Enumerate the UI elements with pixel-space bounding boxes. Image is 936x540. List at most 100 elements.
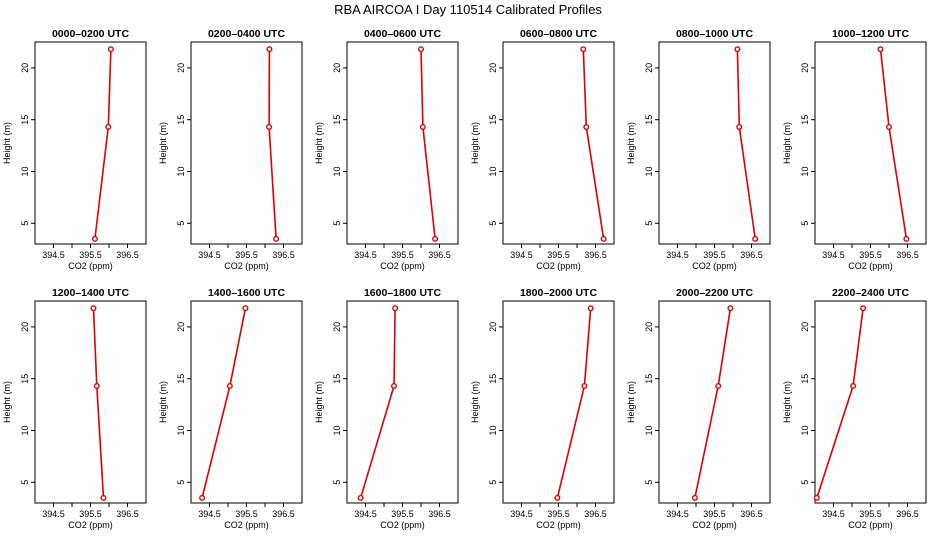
x-tick-label: 395.5 bbox=[235, 250, 258, 260]
x-tick-label: 394.5 bbox=[666, 250, 689, 260]
y-axis-label: Height (m) bbox=[470, 122, 480, 164]
x-axis-label: CO2 (ppm) bbox=[848, 261, 893, 271]
y-tick-label: 20 bbox=[488, 322, 498, 332]
y-tick-label: 5 bbox=[800, 480, 810, 485]
profile-line bbox=[694, 308, 732, 498]
x-tick-label: 396.5 bbox=[272, 509, 295, 519]
panel-title: 2000–2200 UTC bbox=[676, 287, 753, 299]
y-axis-label: Height (m) bbox=[782, 381, 792, 423]
data-point bbox=[813, 494, 820, 501]
y-tick-label: 15 bbox=[488, 115, 498, 125]
figure-title: RBA AIRCOA I Day 110514 Calibrated Profi… bbox=[334, 2, 602, 17]
profile-line bbox=[816, 308, 864, 499]
panel: 1600–1800 UTC 394.5 395.5 396.5 5 10 15 20 CO2 (… bbox=[314, 287, 459, 530]
y-tick-label: 5 bbox=[488, 221, 498, 226]
panel-title: 0400–0600 UTC bbox=[364, 28, 441, 40]
x-axis-label: CO2 (ppm) bbox=[224, 261, 269, 271]
y-tick-label: 5 bbox=[332, 221, 342, 226]
x-tick-label: 395.5 bbox=[859, 509, 882, 519]
y-axis-label: Height (m) bbox=[626, 381, 636, 423]
profile-line bbox=[582, 49, 605, 239]
profile-line bbox=[359, 308, 396, 499]
x-tick-label: 395.5 bbox=[703, 250, 726, 260]
x-tick-label: 394.5 bbox=[822, 250, 845, 260]
x-tick-label: 396.5 bbox=[584, 250, 607, 260]
y-tick-label: 20 bbox=[332, 322, 342, 332]
y-tick-label: 15 bbox=[176, 374, 186, 384]
x-tick-label: 396.5 bbox=[272, 250, 295, 260]
y-tick-label: 15 bbox=[20, 374, 30, 384]
y-tick-label: 20 bbox=[332, 63, 342, 73]
panel: 1200–1400 UTC 394.5 395.5 396.5 5 10 15 20 CO2 (… bbox=[2, 287, 147, 530]
x-tick-label: 395.5 bbox=[859, 250, 882, 260]
y-axis-label: Height (m) bbox=[626, 122, 636, 164]
panel: 0000–0200 UTC 394.5 395.5 396.5 5 10 15 20 CO2 (… bbox=[2, 28, 147, 271]
y-tick-label: 15 bbox=[20, 115, 30, 125]
x-tick-label: 394.5 bbox=[510, 250, 533, 260]
panel: 1400–1600 UTC 394.5 395.5 396.5 5 10 15 20 CO2 (… bbox=[158, 287, 303, 530]
x-axis-label: CO2 (ppm) bbox=[692, 520, 737, 530]
y-tick-label: 10 bbox=[488, 425, 498, 435]
y-tick-label: 5 bbox=[644, 480, 654, 485]
y-tick-label: 10 bbox=[800, 425, 810, 435]
data-point bbox=[432, 235, 439, 242]
data-point bbox=[903, 235, 910, 242]
plot-frame bbox=[658, 41, 771, 245]
data-point bbox=[419, 123, 426, 130]
data-point bbox=[100, 494, 107, 501]
panel: 1000–1200 UTC 394.5 395.5 396.5 5 10 15 20 CO2 (… bbox=[782, 28, 927, 271]
y-tick-label: 15 bbox=[332, 374, 342, 384]
x-tick-label: 394.5 bbox=[354, 250, 377, 260]
data-point bbox=[734, 46, 741, 53]
x-axis-label: CO2 (ppm) bbox=[536, 520, 581, 530]
panel-title: 0000–0200 UTC bbox=[52, 28, 129, 40]
y-tick-label: 5 bbox=[800, 221, 810, 226]
profile-line bbox=[201, 308, 247, 498]
y-tick-label: 5 bbox=[176, 221, 186, 226]
data-point bbox=[715, 382, 722, 389]
profile-line bbox=[420, 49, 436, 239]
data-point bbox=[105, 123, 112, 130]
data-point bbox=[392, 305, 399, 312]
y-tick-label: 5 bbox=[20, 221, 30, 226]
y-tick-label: 20 bbox=[176, 322, 186, 332]
x-tick-label: 394.5 bbox=[666, 509, 689, 519]
x-axis-label: CO2 (ppm) bbox=[380, 520, 425, 530]
y-tick-label: 15 bbox=[332, 115, 342, 125]
x-tick-label: 396.5 bbox=[428, 509, 451, 519]
panel: 2000–2200 UTC 394.5 395.5 396.5 5 10 15 20 CO2 (… bbox=[626, 287, 771, 530]
y-tick-label: 5 bbox=[488, 480, 498, 485]
panel-title: 1600–1800 UTC bbox=[364, 287, 441, 299]
data-point bbox=[877, 46, 884, 53]
y-tick-label: 10 bbox=[332, 166, 342, 176]
plot-frame bbox=[346, 41, 459, 245]
data-point bbox=[850, 382, 857, 389]
y-axis-label: Height (m) bbox=[314, 122, 324, 164]
data-point bbox=[581, 382, 588, 389]
y-tick-label: 10 bbox=[332, 425, 342, 435]
y-tick-label: 15 bbox=[800, 374, 810, 384]
profile-line bbox=[736, 49, 756, 239]
panel: 2200–2400 UTC 394.5 395.5 396.5 5 10 15 20 CO2 (… bbox=[782, 287, 927, 530]
plot-frame bbox=[34, 41, 147, 245]
panel: 0600–0800 UTC 394.5 395.5 396.5 5 10 15 20 CO2 (… bbox=[470, 28, 615, 271]
data-point bbox=[90, 305, 97, 312]
y-tick-label: 5 bbox=[20, 480, 30, 485]
y-tick-label: 20 bbox=[800, 322, 810, 332]
data-point bbox=[886, 123, 893, 130]
y-tick-label: 10 bbox=[20, 166, 30, 176]
y-axis-label: Height (m) bbox=[314, 381, 324, 423]
plot-frame bbox=[814, 41, 927, 245]
panel: 0800–1000 UTC 394.5 395.5 396.5 5 10 15 20 CO2 (… bbox=[626, 28, 771, 271]
y-axis-label: Height (m) bbox=[782, 122, 792, 164]
y-tick-label: 10 bbox=[644, 425, 654, 435]
x-axis-label: CO2 (ppm) bbox=[380, 261, 425, 271]
x-tick-label: 396.5 bbox=[740, 509, 763, 519]
plot-frame bbox=[190, 41, 303, 245]
y-tick-label: 20 bbox=[644, 322, 654, 332]
x-axis-label: CO2 (ppm) bbox=[68, 261, 113, 271]
x-tick-label: 394.5 bbox=[42, 509, 65, 519]
profile-line bbox=[556, 308, 592, 498]
data-point bbox=[93, 382, 100, 389]
